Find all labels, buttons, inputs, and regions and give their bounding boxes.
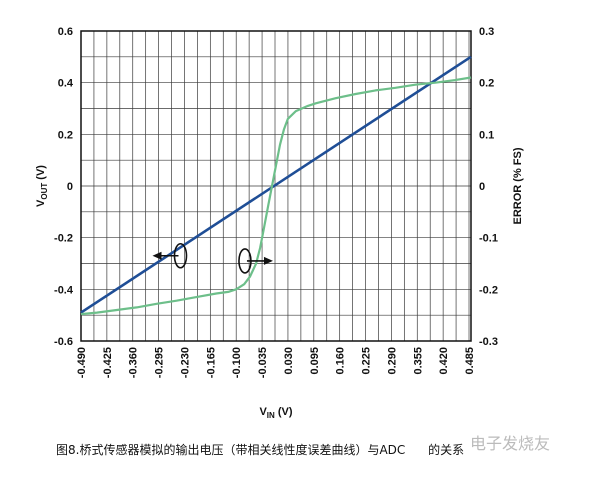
y-left-tick-label: -0.2 xyxy=(54,233,73,245)
y-right-tick-label: 0.1 xyxy=(479,129,494,141)
y-left-tick-label: 0.6 xyxy=(58,26,73,38)
x-tick-label: -0.100 xyxy=(231,347,243,378)
x-tick-label: 0.030 xyxy=(283,347,295,375)
y-right-tick-label: -0.3 xyxy=(479,336,498,348)
x-tick-label: -0.295 xyxy=(154,347,166,378)
y-right-axis-title: ERROR (% FS) xyxy=(512,147,524,224)
y-right-tick-label: -0.2 xyxy=(479,284,498,296)
caption-gap xyxy=(405,443,428,457)
x-tick-label: -0.035 xyxy=(257,347,269,378)
y-left-tick-label: 0.2 xyxy=(58,129,73,141)
caption-tail: 的关系 xyxy=(428,443,465,457)
x-tick-label: 0.355 xyxy=(412,347,424,375)
output-voltage-line xyxy=(80,55,472,314)
y-left-tick-label: -0.4 xyxy=(54,284,74,296)
x-tick-label: 0.485 xyxy=(464,347,476,375)
plot-frame xyxy=(80,30,472,342)
y-right-tick-label: -0.1 xyxy=(479,233,498,245)
x-tick-label: 0.095 xyxy=(309,347,321,375)
x-axis-title: VIN (V) xyxy=(259,406,292,420)
y-right-tick-label: 0.3 xyxy=(479,26,494,38)
x-tick-label: 0.290 xyxy=(386,347,398,375)
y-left-tick-label: 0 xyxy=(67,181,73,193)
right-arrow-icon xyxy=(263,256,273,265)
left-arrow-icon xyxy=(152,251,162,260)
figure-caption: 图8.桥式传感器模拟的输出电压（带相关线性度误差曲线）与ADC 的关系 xyxy=(56,441,464,458)
x-tick-label: -0.490 xyxy=(76,347,88,378)
y-left-axis-title: VOUT (V) xyxy=(35,165,49,207)
x-tick-label: -0.165 xyxy=(205,347,217,378)
caption-text: 图8.桥式传感器模拟的输出电压（带相关线性度误差曲线）与ADC xyxy=(56,443,406,457)
x-tick-label: 0.160 xyxy=(335,347,347,375)
x-tick-label: -0.230 xyxy=(179,347,191,378)
y-left-tick-label: -0.6 xyxy=(54,336,73,348)
x-tick-label: 0.225 xyxy=(361,347,373,375)
x-tick-label: 0.420 xyxy=(438,347,450,375)
y-left-tick-label: 0.4 xyxy=(58,78,74,90)
x-tick-label: -0.360 xyxy=(128,347,140,378)
error-curve-line xyxy=(80,76,472,316)
watermark-logo: 电子发烧友 xyxy=(470,434,551,453)
y-right-tick-label: 0 xyxy=(479,181,485,193)
x-tick-label: -0.425 xyxy=(102,347,114,378)
y-right-tick-label: 0.2 xyxy=(479,78,494,90)
